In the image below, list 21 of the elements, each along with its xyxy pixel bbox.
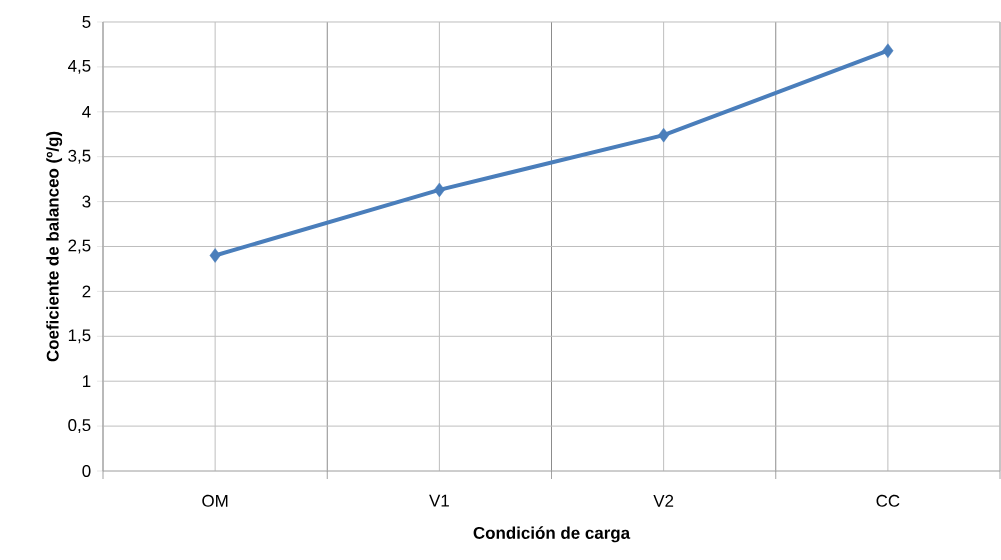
y-tick-label: 1,5 bbox=[68, 329, 91, 344]
y-axis-title: Coeficiente de balanceo (º/g) bbox=[46, 131, 63, 362]
y-tick-label: 0 bbox=[82, 465, 91, 477]
y-tick-label: 2,5 bbox=[68, 239, 91, 254]
y-tick-label: 1 bbox=[83, 375, 91, 388]
y-tick-label: 5 bbox=[82, 16, 91, 28]
point bbox=[882, 43, 894, 58]
y-tick-label: 4,5 bbox=[68, 59, 91, 74]
point bbox=[658, 127, 670, 143]
x-tick-label: V1 bbox=[429, 494, 449, 507]
point bbox=[209, 248, 221, 263]
x-tick-label: CC bbox=[876, 494, 900, 507]
x-tick-label: V2 bbox=[653, 494, 674, 507]
y-tick-label: 4 bbox=[82, 105, 91, 118]
y-tick-label: 3 bbox=[82, 195, 91, 208]
x-axis-title: Condición de carga bbox=[473, 526, 631, 543]
y-tick-label: 3,5 bbox=[68, 149, 91, 164]
y-tick-label: 0,5 bbox=[68, 419, 91, 434]
point bbox=[433, 182, 445, 198]
x-tick-label: OM bbox=[202, 494, 228, 507]
y-tick-label: 2 bbox=[82, 285, 91, 298]
